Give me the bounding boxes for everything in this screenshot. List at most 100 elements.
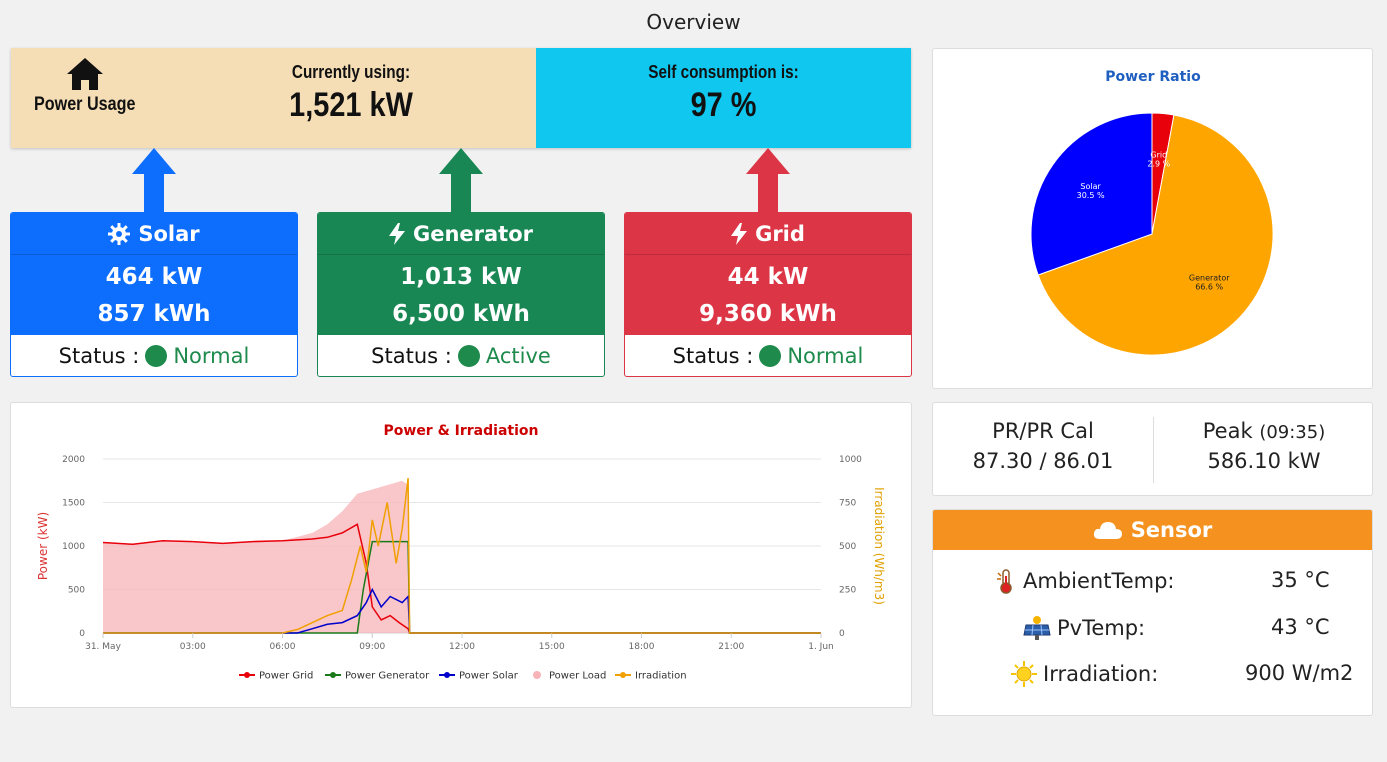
sensor-row-ambient: AmbientTemp: xyxy=(995,568,1175,594)
performance-panel: PR/PR Cal 87.30 / 86.01 Peak (09:35) 586… xyxy=(932,402,1373,496)
pie-label-value: 2.9 % xyxy=(1147,159,1170,168)
peak-label-row: Peak (09:35) xyxy=(1154,419,1374,443)
grid-card-header: Grid xyxy=(625,213,911,255)
y2-tick-label: 0 xyxy=(839,629,845,639)
status-label: Status : xyxy=(672,344,754,368)
generator-energy: 6,500 kWh xyxy=(392,301,530,327)
solar-card-values: 464 kW 857 kWh xyxy=(11,255,297,335)
legend-label: Irradiation xyxy=(635,671,687,682)
legend-marker-dot xyxy=(620,672,626,678)
self-consumption-label: Self consumption is: xyxy=(648,62,799,82)
x-tick-label: 21:00 xyxy=(718,642,744,652)
x-tick-label: 31. May xyxy=(85,642,121,652)
legend-item[interactable]: Power Solar xyxy=(439,671,519,682)
pie-label-name: Grid xyxy=(1150,150,1167,159)
x-tick-label: 1. Jun xyxy=(808,642,834,652)
currently-using-label: Currently using: xyxy=(291,62,411,82)
pie-label-value: 66.6 % xyxy=(1195,283,1223,292)
x-tick-label: 12:00 xyxy=(449,642,475,652)
pie-label-name: Solar xyxy=(1080,182,1101,191)
y2-tick-label: 1000 xyxy=(839,455,862,465)
status-value: Normal xyxy=(173,344,250,368)
y-tick-label: 2000 xyxy=(62,455,85,465)
generator-card-values: 1,013 kW 6,500 kWh xyxy=(318,255,604,335)
pie-title: Power Ratio xyxy=(1105,69,1201,85)
y2-axis-label: Irradiation (Wh/m3) xyxy=(872,487,886,605)
thermometer-icon xyxy=(997,569,1012,594)
solar-energy: 857 kWh xyxy=(97,301,211,327)
legend-marker-dot xyxy=(244,672,250,678)
sensor-row-pvtemp: PvTemp: xyxy=(1023,615,1145,641)
home-icon xyxy=(67,58,103,90)
arrow-up-icon xyxy=(439,148,483,212)
currently-using-value: 1,521 kW xyxy=(289,86,413,124)
solar-card: Solar 464 kW 857 kWh Status : Normal xyxy=(10,212,298,377)
legend-item[interactable]: Power Load xyxy=(533,671,606,682)
power-usage-bar: Power Usage Currently using: 1,521 kW Se… xyxy=(11,48,911,148)
grid-status: Status : Normal xyxy=(625,335,911,376)
y2-tick-label: 500 xyxy=(839,542,856,552)
divider xyxy=(1153,417,1154,483)
status-label: Status : xyxy=(58,344,140,368)
arrow-up-icon xyxy=(746,148,790,212)
pie-label-value: 30.5 % xyxy=(1077,191,1105,200)
page-title: Overview xyxy=(646,10,741,34)
legend-label: Power Solar xyxy=(459,671,519,682)
series-line-irradiation xyxy=(103,478,821,634)
legend-marker xyxy=(533,671,541,679)
sensor-value: 35 °C xyxy=(1271,568,1330,592)
chart-title: Power & Irradiation xyxy=(384,423,539,439)
status-dot-icon xyxy=(457,345,480,367)
grid-energy: 9,360 kWh xyxy=(699,301,837,327)
sensor-title: Sensor xyxy=(1130,518,1213,542)
pr-value: 87.30 / 86.01 xyxy=(972,449,1114,473)
grid-card-values: 44 kW 9,360 kWh xyxy=(625,255,911,335)
power-irradiation-panel: Power & Irradiation 0 500 1000 1500 2000 0 250… xyxy=(10,402,912,708)
generator-card: Generator 1,013 kW 6,500 kWh Status : Ac… xyxy=(317,212,605,377)
pr-block: PR/PR Cal 87.30 / 86.01 xyxy=(933,403,1153,495)
solar-power: 464 kW xyxy=(105,264,203,290)
legend-item[interactable]: Power Grid xyxy=(239,671,313,682)
legend-item[interactable]: Irradiation xyxy=(615,671,687,682)
pie-slice-generator[interactable] xyxy=(1037,114,1274,356)
series-line-power-grid xyxy=(102,523,821,634)
gear-icon xyxy=(108,222,131,245)
pie-slice-solar[interactable] xyxy=(1030,112,1153,276)
status-label: Status : xyxy=(371,344,452,368)
pr-label: PR/PR Cal xyxy=(992,419,1094,443)
y2-tick-label: 750 xyxy=(839,499,856,509)
y-tick-label: 1500 xyxy=(62,499,85,509)
status-dot-icon xyxy=(145,345,168,367)
status-value: Normal xyxy=(787,344,864,368)
power-irradiation-chart: Power & Irradiation 0 500 1000 1500 2000 0 250… xyxy=(36,423,886,682)
grid-card-title: Grid xyxy=(755,221,805,246)
sensor-value: 900 W/m2 xyxy=(1245,661,1354,685)
solar-panel-icon xyxy=(1023,616,1051,640)
y-tick-label: 1000 xyxy=(62,542,85,552)
power-ratio-panel: Power Ratio Grid 2.9 % Generator 66.6 % Sola… xyxy=(932,48,1373,389)
status-value: Active xyxy=(485,344,551,368)
y2-tick-label: 250 xyxy=(839,586,856,596)
generator-status: Status : Active xyxy=(318,335,604,376)
sun-icon xyxy=(1011,661,1037,687)
solar-status: Status : Normal xyxy=(11,335,297,376)
legend-item[interactable]: Power Generator xyxy=(325,671,430,682)
grid-power: 44 kW xyxy=(727,264,809,290)
self-consumption-value: 97 % xyxy=(690,86,757,124)
series-line-power-solar xyxy=(103,587,821,634)
y-tick-label: 0 xyxy=(79,629,85,639)
x-tick-label: 09:00 xyxy=(359,642,385,652)
x-tick-label: 03:00 xyxy=(180,642,206,652)
series-area-power-load xyxy=(103,480,821,633)
sensor-header: Sensor xyxy=(933,510,1372,550)
sensor-label: PvTemp: xyxy=(1057,616,1146,640)
peak-value: 586.10 kW xyxy=(1207,449,1321,473)
legend-label: Power Generator xyxy=(345,671,430,682)
power-usage-label: Power Usage xyxy=(34,94,136,115)
legend-label: Power Load xyxy=(549,671,606,682)
peak-block: Peak (09:35) 586.10 kW xyxy=(1154,403,1374,495)
power-usage-panel: Power Usage Currently using: 1,521 kW xyxy=(11,48,536,148)
lightning-icon xyxy=(388,222,405,245)
solar-card-header: Solar xyxy=(11,213,297,255)
